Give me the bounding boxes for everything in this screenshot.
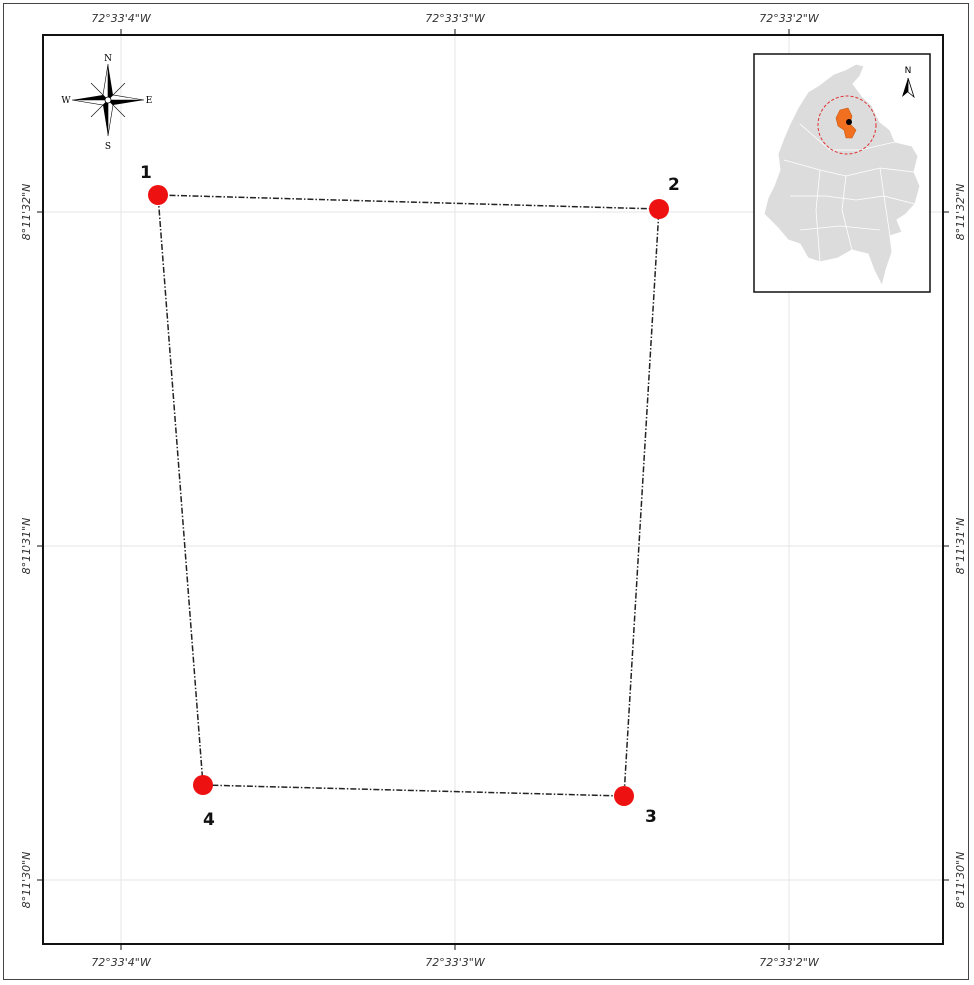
vertex-marker-4[interactable] xyxy=(193,775,213,795)
inset-north-label: N xyxy=(905,66,912,76)
left-latitude-label-3: 8°11'30"N xyxy=(20,852,33,909)
vertex-marker-1[interactable] xyxy=(148,185,168,205)
inset-north-arrow-icon xyxy=(902,77,915,99)
graticule-grid xyxy=(44,36,942,943)
site-location-dot xyxy=(846,119,852,125)
vertex-label-2: 2 xyxy=(668,175,680,195)
right-latitude-label-3: 8°11'30"N xyxy=(954,852,967,909)
vertex-label-3: 3 xyxy=(645,807,657,827)
top-longitude-label-1: 72°33'4"W xyxy=(91,12,152,25)
compass-west-label: W xyxy=(61,96,71,106)
compass-north-label: N xyxy=(104,54,112,64)
frame-ticks xyxy=(37,29,949,950)
top-longitude-label-3: 72°33'2"W xyxy=(759,12,820,25)
bottom-longitude-label-3: 72°33'2"W xyxy=(759,956,820,969)
bottom-longitude-label-2: 72°33'3"W xyxy=(425,956,486,969)
map-outer-frame xyxy=(3,3,969,980)
right-latitude-label-2: 8°11'31"N xyxy=(954,518,967,575)
compass-south-label: S xyxy=(105,142,111,152)
left-latitude-label-2: 8°11'31"N xyxy=(20,518,33,575)
highlighted-department xyxy=(835,107,857,139)
compass-east-label: E xyxy=(146,96,153,106)
inset-map: N xyxy=(753,53,931,293)
left-latitude-label-1: 8°11'32"N xyxy=(20,184,33,241)
vertex-label-4: 4 xyxy=(203,810,215,830)
compass-rose-icon xyxy=(71,63,145,137)
department-boundaries xyxy=(783,123,916,263)
vertex-label-1: 1 xyxy=(140,163,152,183)
bottom-longitude-label-1: 72°33'4"W xyxy=(91,956,152,969)
right-latitude-label-1: 8°11'32"N xyxy=(954,184,967,241)
vertex-marker-3[interactable] xyxy=(614,786,634,806)
top-longitude-label-2: 72°33'3"W xyxy=(425,12,486,25)
locator-circle xyxy=(817,95,877,155)
vertex-marker-2[interactable] xyxy=(649,199,669,219)
